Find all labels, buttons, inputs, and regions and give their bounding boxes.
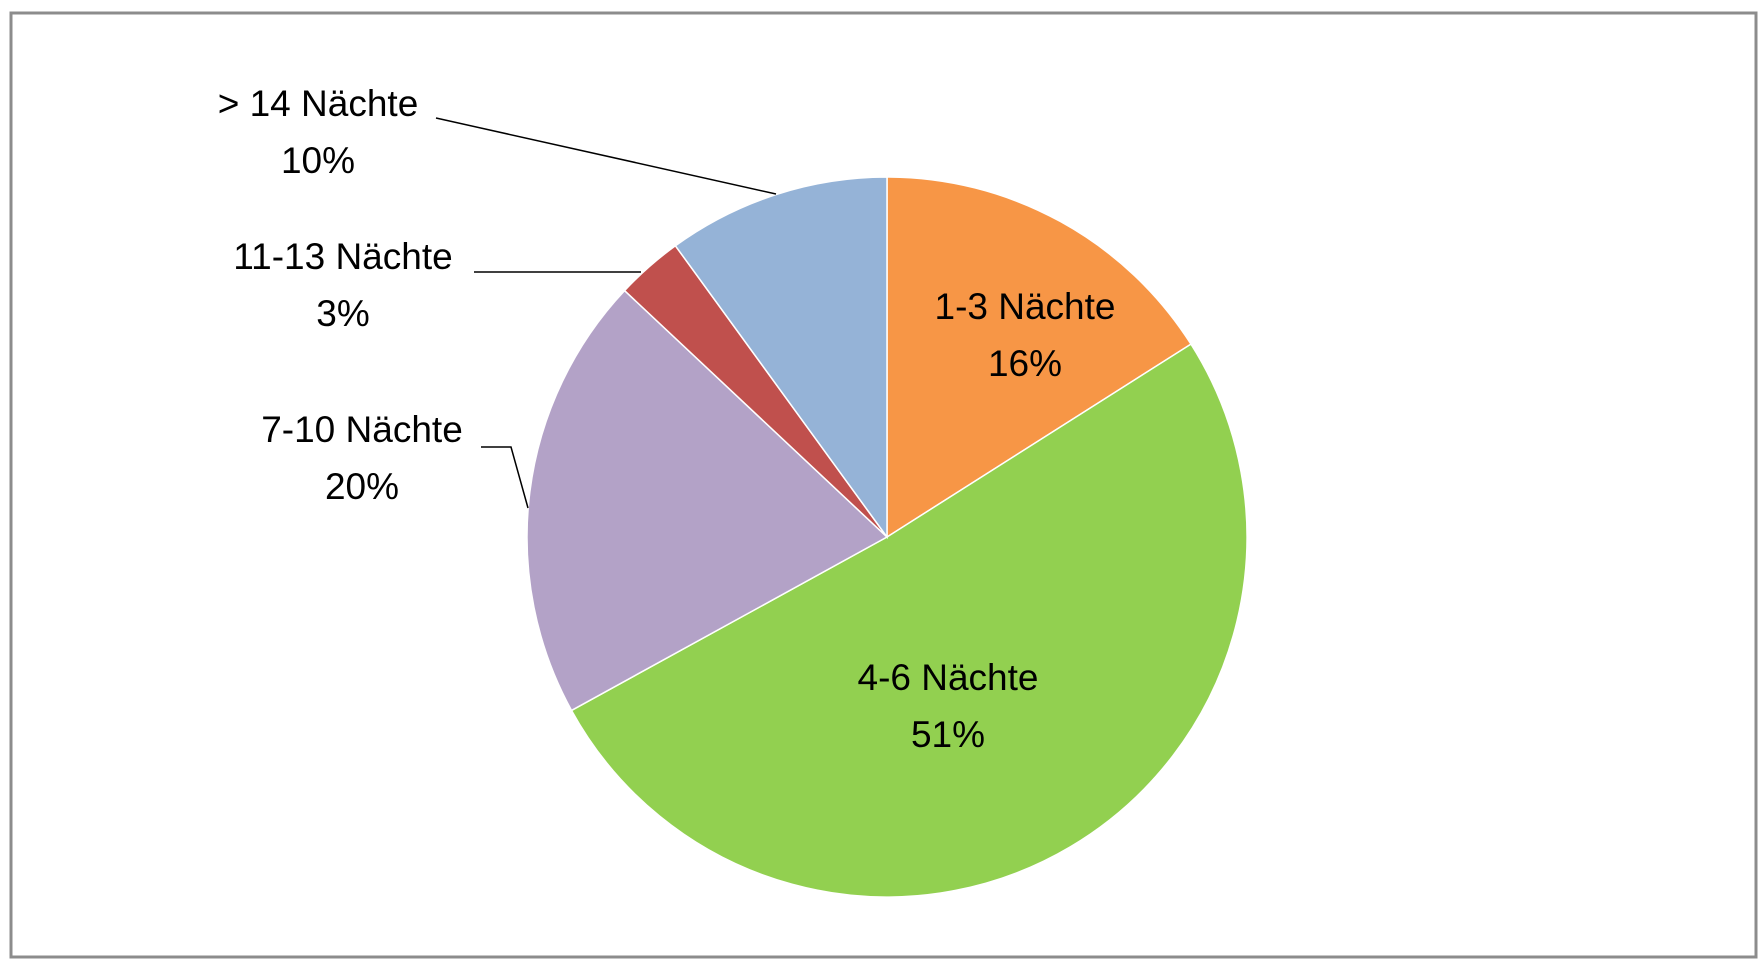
slice-label: 1-3 Nächte [935, 286, 1116, 327]
slice-value-label: 3% [316, 293, 369, 334]
slice-value-label: 51% [911, 714, 985, 755]
pie-slice [886, 176, 1192, 539]
leader-line [435, 117, 777, 195]
slice-value-label: 20% [325, 466, 399, 507]
slice-label: 11-13 Nächte [233, 236, 452, 277]
slice-label: 7-10 Nächte [261, 409, 463, 450]
pie-slice [526, 289, 889, 712]
slice-value-label: 10% [281, 140, 355, 181]
leader-line [481, 446, 529, 509]
slice-label: > 14 Nächte [218, 83, 419, 124]
slice-label: 4-6 Nächte [858, 657, 1039, 698]
slice-value-label: 16% [988, 343, 1062, 384]
pie-slice [570, 343, 1248, 898]
